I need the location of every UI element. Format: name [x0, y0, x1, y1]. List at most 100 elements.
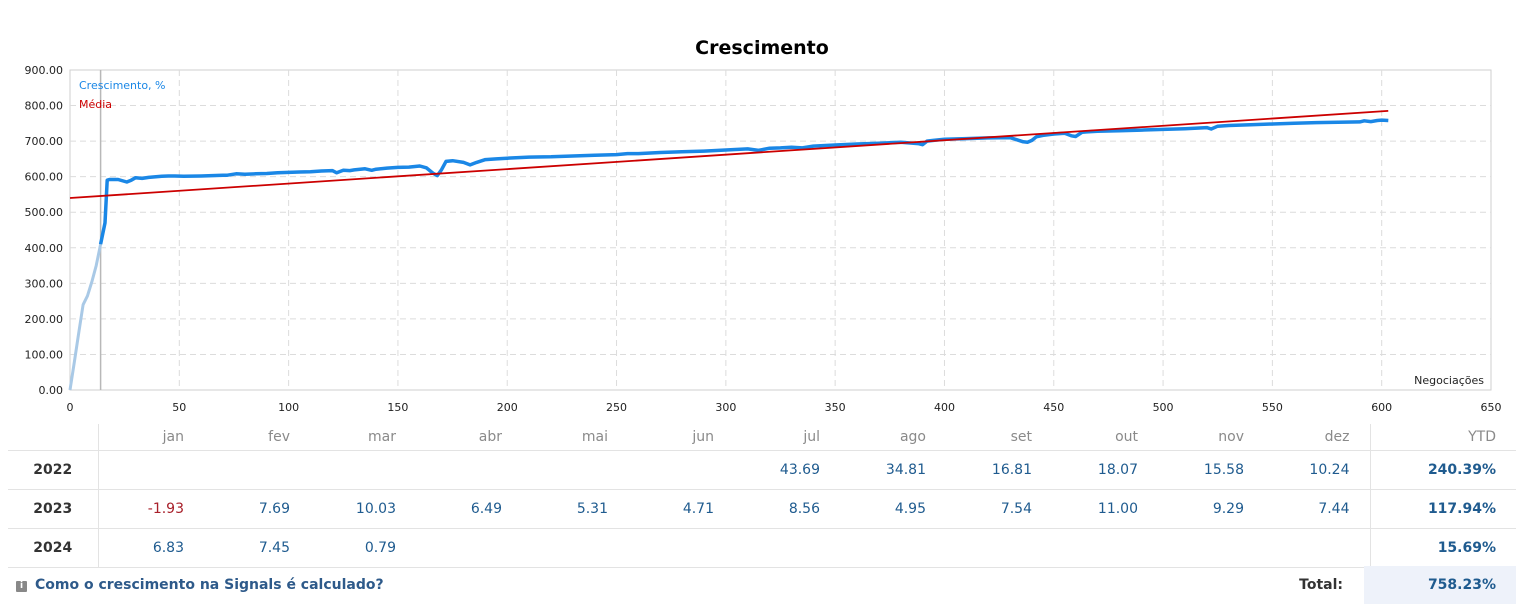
y-tick-label: 800.00 — [25, 100, 64, 113]
ytd-cell: 15.69% — [1369, 528, 1516, 568]
y-tick-label: 200.00 — [25, 313, 64, 326]
x-tick-label: 600 — [1371, 401, 1392, 414]
month-value-cell: 43.69 — [734, 450, 840, 490]
y-tick-label: 500.00 — [25, 206, 64, 219]
growth-line — [98, 118, 1389, 245]
x-tick-label: 650 — [1481, 401, 1502, 414]
month-header: mai — [522, 424, 628, 451]
month-value-cell: 7.69 — [204, 489, 310, 529]
growth-help-link[interactable]: i Como o crescimento na Signals é calcula… — [16, 566, 384, 604]
month-value-cell: 6.49 — [416, 489, 522, 529]
total-value: 758.23% — [1364, 566, 1516, 604]
growth-line-initial — [68, 243, 103, 391]
month-value-cell — [98, 450, 204, 490]
y-tick-label: 900.00 — [25, 64, 64, 77]
month-header: out — [1052, 424, 1158, 451]
y-axis: 0.00 100.00 200.00 300.00 400.00 500.00 600.00… — [25, 64, 64, 397]
month-value-cell — [628, 528, 734, 568]
info-square-icon: i — [16, 581, 27, 592]
month-header: jan — [98, 424, 204, 451]
month-value-cell: 34.81 — [840, 450, 946, 490]
y-tick-label: 0.00 — [39, 384, 64, 397]
table-body: 2022 43.69 34.81 16.81 18.07 15.58 10.24 240.39… — [8, 450, 1516, 568]
month-value-cell: 16.81 — [946, 450, 1052, 490]
month-value-cell: 11.00 — [1052, 489, 1158, 529]
table-row: 2024 6.83 7.45 0.79 15.69% — [8, 528, 1516, 568]
year-header — [8, 424, 99, 451]
month-value-cell: 6.83 — [98, 528, 204, 568]
table-row: 2023 -1.93 7.69 10.03 6.49 5.31 4.71 8.56 4.95 7.… — [8, 489, 1516, 529]
y-tick-label: 100.00 — [25, 348, 64, 361]
month-value-cell: 7.44 — [1264, 489, 1370, 529]
growth-chart: Crescimento 0.00 100.00 200.00 300.00 400.00… — [25, 37, 1502, 414]
month-header: set — [946, 424, 1052, 451]
series-group — [68, 109, 1389, 391]
y-tick-label: 400.00 — [25, 242, 64, 255]
y-tick-label: 600.00 — [25, 171, 64, 184]
month-value-cell — [522, 528, 628, 568]
x-tick-label: 450 — [1043, 401, 1064, 414]
table-row: 2022 43.69 34.81 16.81 18.07 15.58 10.24 240.39… — [8, 450, 1516, 490]
x-tick-label: 350 — [825, 401, 846, 414]
month-value-cell: -1.93 — [98, 489, 204, 529]
ytd-cell: 117.94% — [1369, 489, 1516, 529]
month-value-cell: 5.31 — [522, 489, 628, 529]
table-header-row: jan fev mar abr mai jun jul ago set out nov dez YTD — [8, 424, 1516, 451]
x-tick-label: 250 — [606, 401, 627, 414]
x-tick-label: 550 — [1262, 401, 1283, 414]
table-footer: i Como o crescimento na Signals é calcula… — [8, 566, 1516, 604]
month-value-cell: 4.71 — [628, 489, 734, 529]
month-value-cell — [416, 450, 522, 490]
y-tick-label: 700.00 — [25, 135, 64, 148]
month-header: abr — [416, 424, 522, 451]
ytd-header: YTD — [1369, 424, 1516, 451]
average-line — [69, 109, 1389, 199]
month-value-cell: 18.07 — [1052, 450, 1158, 490]
month-value-cell: 0.79 — [310, 528, 416, 568]
monthly-growth-table: jan fev mar abr mai jun jul ago set out nov dez YTD … — [8, 424, 1516, 568]
x-tick-label: 200 — [497, 401, 518, 414]
help-link-text: Como o crescimento na Signals é calculad… — [35, 577, 384, 593]
legend-average: Média — [79, 98, 112, 111]
x-tick-label: 150 — [387, 401, 408, 414]
month-value-cell: 10.24 — [1264, 450, 1370, 490]
ytd-cell: 240.39% — [1369, 450, 1516, 490]
year-cell: 2024 — [8, 528, 99, 568]
month-value-cell — [522, 450, 628, 490]
x-axis: 0 50 100 150 200 250 300 350 400 450 500 550 600 650 — [67, 401, 1502, 414]
month-value-cell: 15.58 — [1158, 450, 1264, 490]
chart-title: Crescimento — [695, 37, 829, 59]
x-tick-label: 50 — [172, 401, 186, 414]
month-value-cell — [204, 450, 310, 490]
month-value-cell: 4.95 — [840, 489, 946, 529]
month-header: mar — [310, 424, 416, 451]
month-value-cell — [1052, 528, 1158, 568]
x-tick-label: 0 — [67, 401, 74, 414]
month-header: dez — [1264, 424, 1370, 451]
x-tick-label: 300 — [715, 401, 736, 414]
month-value-cell — [416, 528, 522, 568]
legend-growth: Crescimento, % — [79, 79, 166, 92]
x-tick-label: 100 — [278, 401, 299, 414]
month-value-cell — [1264, 528, 1370, 568]
month-header: nov — [1158, 424, 1264, 451]
month-header: ago — [840, 424, 946, 451]
month-header: fev — [204, 424, 310, 451]
month-value-cell — [628, 450, 734, 490]
month-value-cell — [734, 528, 840, 568]
month-header: jun — [628, 424, 734, 451]
x-tick-label: 400 — [934, 401, 955, 414]
y-tick-label: 300.00 — [25, 277, 64, 290]
month-value-cell: 8.56 — [734, 489, 840, 529]
month-value-cell: 7.45 — [204, 528, 310, 568]
year-cell: 2022 — [8, 450, 99, 490]
month-value-cell — [310, 450, 416, 490]
grid-lines — [70, 70, 1491, 390]
month-value-cell: 9.29 — [1158, 489, 1264, 529]
month-value-cell: 10.03 — [310, 489, 416, 529]
x-tick-label: 500 — [1153, 401, 1174, 414]
month-value-cell — [1158, 528, 1264, 568]
month-value-cell — [840, 528, 946, 568]
month-value-cell — [946, 528, 1052, 568]
x-axis-label: Negociações — [1414, 374, 1484, 387]
